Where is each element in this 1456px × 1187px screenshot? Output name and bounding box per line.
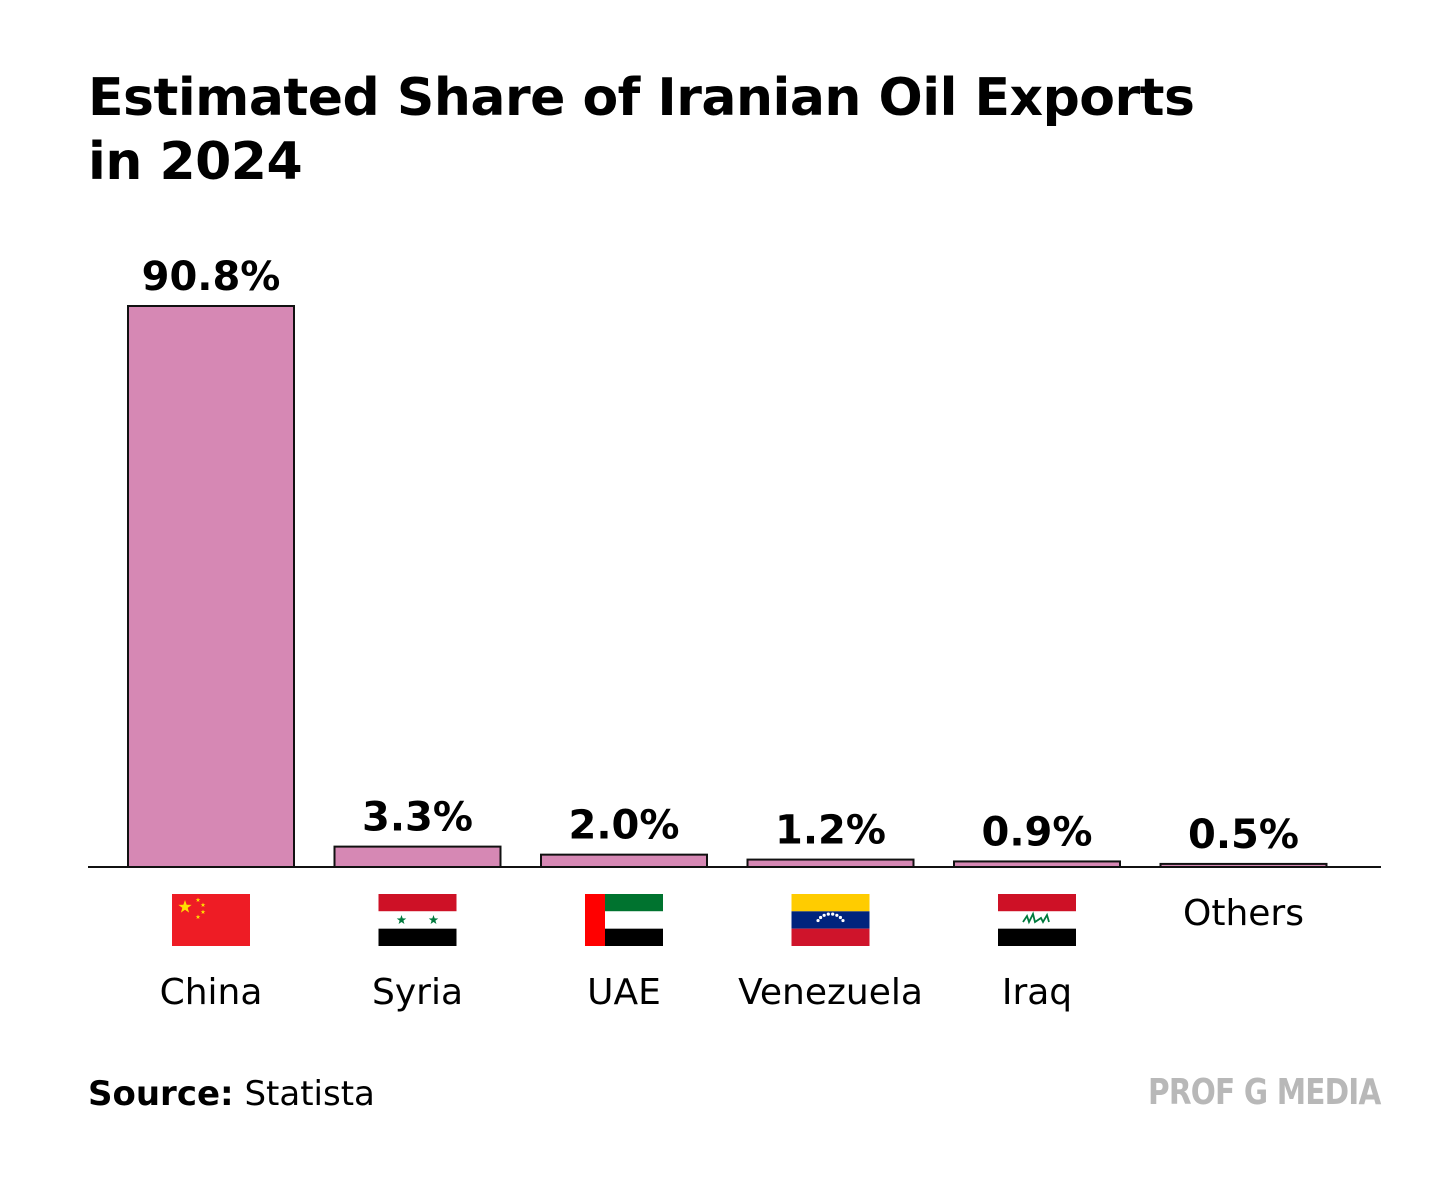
bar-venezuela — [746, 858, 915, 868]
source-value: Statista — [244, 1074, 375, 1114]
category-label-others: Others — [1183, 893, 1304, 934]
category-label-china: China — [160, 972, 263, 1013]
bar-iraq — [953, 860, 1121, 869]
value-label-china: 90.8% — [142, 254, 281, 300]
bar-china — [127, 305, 295, 868]
title-line-2: in 2024 — [88, 132, 303, 192]
value-label-others: 0.5% — [1188, 812, 1299, 858]
bar-others — [1159, 862, 1328, 868]
category-label-uae: UAE — [587, 972, 661, 1013]
brand-logo: PROF G MEDIA — [1147, 1072, 1381, 1113]
bar-uae — [540, 853, 708, 869]
source-label: Source: — [88, 1074, 234, 1114]
bar-syria — [333, 845, 502, 868]
category-label-venezuela: Venezuela — [738, 972, 923, 1013]
value-label-iraq: 0.9% — [982, 809, 1093, 855]
uae-flag-icon — [585, 894, 663, 946]
iraq-flag-icon — [998, 894, 1076, 946]
value-label-uae: 2.0% — [569, 803, 680, 849]
china-flag-icon — [172, 894, 250, 946]
category-label-syria: Syria — [372, 972, 463, 1013]
chart-title: Estimated Share of Iranian Oil Exports i… — [88, 66, 1288, 194]
title-line-1: Estimated Share of Iranian Oil Exports — [88, 68, 1195, 128]
venezuela-flag-icon — [791, 894, 870, 946]
value-label-venezuela: 1.2% — [775, 808, 886, 854]
source-note: Source: Statista — [88, 1074, 375, 1114]
category-label-iraq: Iraq — [1002, 972, 1072, 1013]
syria-flag-icon — [378, 894, 457, 946]
value-label-syria: 3.3% — [362, 795, 473, 841]
